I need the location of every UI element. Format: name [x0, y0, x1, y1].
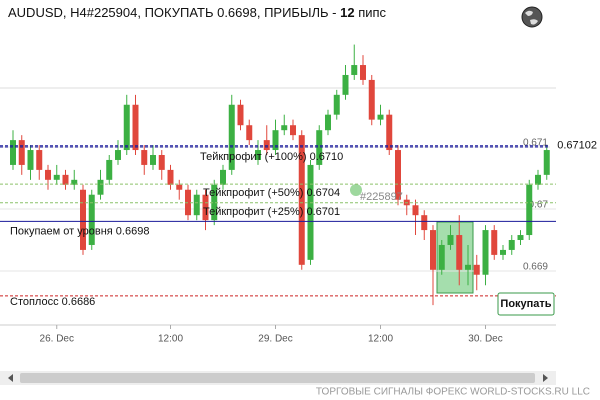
candle-body [482, 230, 489, 275]
order-label: #225897 [360, 191, 403, 203]
candle-body [228, 104, 235, 170]
candle-body [211, 184, 218, 221]
candle-body [158, 155, 165, 170]
candle-body [237, 104, 244, 126]
candle-body [62, 174, 69, 185]
level-value: 0.6701 [307, 206, 341, 218]
candle-body [27, 150, 34, 170]
level-value: 0.6710 [310, 151, 344, 163]
x-tick-label: 26. Dec [40, 334, 74, 345]
candle-body [167, 169, 174, 185]
level-label: Стоплосс 0.6686 [10, 296, 95, 308]
candle-body [202, 194, 209, 221]
buy-button[interactable]: Покупать [497, 292, 555, 316]
candle-body [10, 140, 16, 165]
level-label: Тейкпрофит (+100%) 0.6710 [200, 151, 343, 163]
profit: 12 [340, 5, 354, 20]
level-value: 0.6698 [116, 225, 150, 237]
candle-body [351, 65, 358, 75]
candle-body [535, 174, 541, 185]
candle-body [543, 150, 550, 175]
candle-body [36, 150, 43, 170]
candle-body [517, 235, 524, 241]
candle-body [456, 235, 463, 270]
candle-body [360, 65, 366, 80]
button-label[interactable]: Покупать [500, 298, 551, 310]
candle-body [193, 194, 200, 216]
candle-body [272, 130, 279, 151]
candle-body [150, 155, 156, 165]
x-tick-label: 30. Dec [468, 334, 502, 345]
candle-body [508, 240, 515, 250]
level-name: Покупаем от уровня [10, 225, 113, 237]
candle-body [342, 74, 349, 95]
candle-body [141, 150, 148, 165]
level-name: Стоплосс [10, 296, 59, 308]
candle-body [421, 215, 428, 231]
level-name: Тейкпрофит (+50%) [203, 187, 303, 199]
candle-body [377, 114, 384, 120]
profit-unit: пипс [358, 5, 386, 20]
level-value: 0.6704 [307, 187, 341, 199]
candle-body [500, 249, 506, 255]
candle-body [430, 230, 436, 270]
candle-body [115, 150, 121, 160]
candle-body [290, 125, 296, 136]
candle-body [473, 264, 480, 275]
candle-body [53, 174, 60, 180]
candle-body [368, 79, 375, 120]
level-label: Тейкпрофит (+50%) 0.6704 [203, 187, 340, 199]
candle-body [220, 169, 226, 185]
level-name: Тейкпрофит (+100%) [200, 151, 307, 163]
candle-body [80, 189, 86, 250]
candle-body [18, 140, 25, 165]
candle-body [386, 114, 393, 151]
candle-body [412, 205, 419, 216]
current-price: 0.67102 [557, 140, 597, 152]
candle-body [97, 179, 104, 195]
candle-body [263, 140, 270, 151]
price-box [550, 138, 598, 153]
scroll-thumb[interactable] [20, 373, 535, 383]
level-value: 0.6686 [62, 296, 96, 308]
title-prefix: AUDUSD, H4#225904, ПОКУПАТЬ 0.6698, ПРИБ… [8, 5, 336, 20]
candle-body [281, 125, 288, 131]
candle-body [45, 169, 51, 180]
marker [350, 184, 362, 196]
footer: ТОРГОВЫЕ СИГНАЛЫ ФОРЕКС WORLD-STOCKS.RU … [316, 387, 590, 398]
candle-body [255, 150, 261, 160]
candle-body [465, 264, 471, 270]
candle-body [333, 94, 340, 115]
candle-body [71, 179, 78, 185]
x-tick-label: 12:00 [158, 334, 183, 345]
x-tick-label: 12:00 [368, 334, 393, 345]
level-name: Тейкпрофит (+25%) [203, 206, 303, 218]
level-label: Покупаем от уровня 0.6698 [10, 225, 149, 237]
candle-body [106, 159, 113, 180]
candle-body [298, 135, 305, 265]
candle-body [88, 194, 95, 245]
candle-body [123, 104, 130, 151]
candle-body [246, 125, 253, 141]
y-tick-label: 0.669 [523, 262, 548, 273]
candle-body [491, 230, 498, 255]
candle-body [176, 184, 183, 190]
globe-icon[interactable] [521, 6, 543, 28]
candle-body [132, 104, 139, 151]
candle-body [526, 184, 533, 236]
y-tick-label: 0.671 [523, 138, 548, 149]
candle-body [447, 235, 454, 245]
candle-body [395, 150, 401, 200]
y-tick-label: 0.67 [529, 200, 549, 211]
candle-body [316, 130, 323, 165]
x-tick-label: 29. Dec [258, 334, 292, 345]
level-label: Тейкпрофит (+25%) 0.6701 [203, 206, 340, 218]
candle-body [325, 114, 331, 131]
candle-body [307, 164, 314, 260]
candle-body [438, 244, 445, 270]
chart-title: AUDUSD, H4#225904, ПОКУПАТЬ 0.6698, ПРИБ… [8, 5, 387, 20]
